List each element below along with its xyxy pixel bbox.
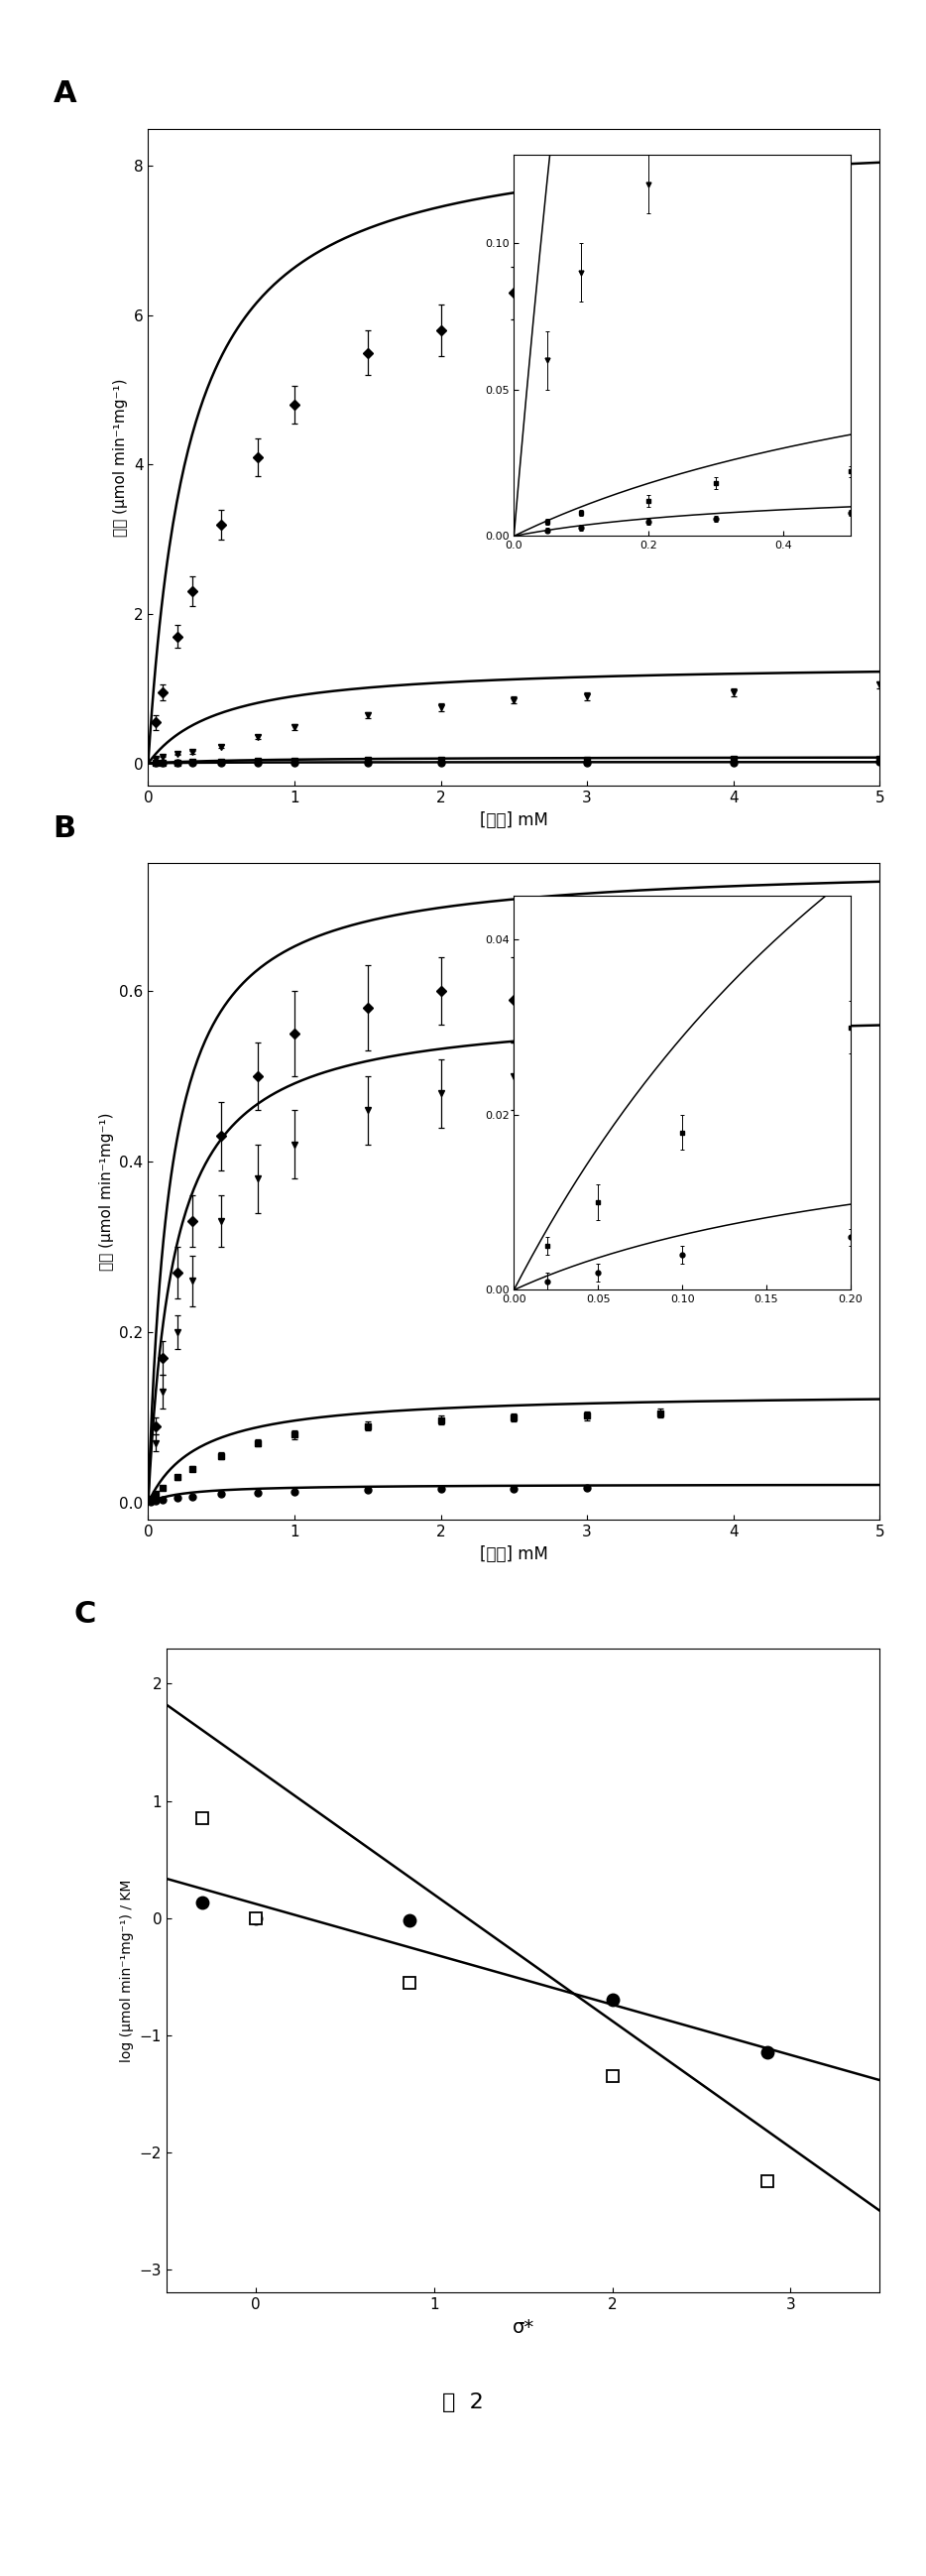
Text: B: B	[53, 814, 76, 842]
Y-axis label: 速率 (μmol min⁻¹mg⁻¹): 速率 (μmol min⁻¹mg⁻¹)	[113, 379, 128, 536]
Text: C: C	[74, 1600, 96, 1628]
Y-axis label: log (μmol min⁻¹mg⁻¹) / KM: log (μmol min⁻¹mg⁻¹) / KM	[120, 1880, 134, 2061]
Text: 图  2: 图 2	[443, 2393, 483, 2414]
Y-axis label: 速率 (μmol min⁻¹mg⁻¹): 速率 (μmol min⁻¹mg⁻¹)	[99, 1113, 114, 1270]
X-axis label: [底物] mM: [底物] mM	[480, 811, 548, 829]
X-axis label: [底物] mM: [底物] mM	[480, 1546, 548, 1564]
X-axis label: σ*: σ*	[512, 2318, 534, 2336]
Text: A: A	[53, 80, 77, 108]
